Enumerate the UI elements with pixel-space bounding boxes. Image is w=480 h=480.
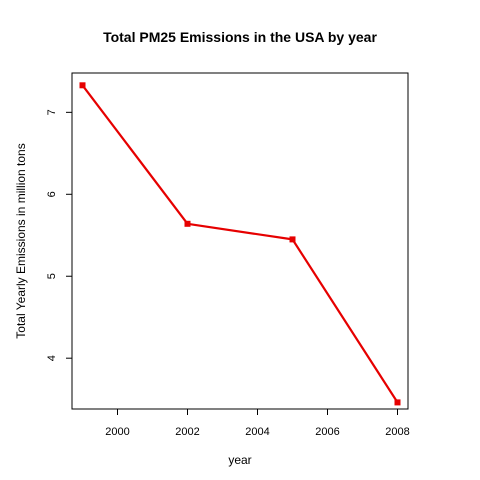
y-tick-label: 6 <box>46 191 58 197</box>
x-tick-label: 2006 <box>315 426 339 438</box>
x-axis-label: year <box>228 453 251 467</box>
y-axis-label: Total Yearly Emissions in million tons <box>14 143 28 338</box>
x-tick-label: 2004 <box>245 426 269 438</box>
x-tick-label: 2008 <box>385 426 409 438</box>
chart-title: Total PM25 Emissions in the USA by year <box>103 29 377 45</box>
data-point <box>79 82 86 89</box>
series-line <box>81 84 399 403</box>
x-tick-label: 2000 <box>105 426 129 438</box>
data-point <box>289 236 296 243</box>
x-axis: 2000 2002 2004 2006 2008 <box>105 409 410 438</box>
data-point <box>394 399 401 406</box>
data-point <box>184 220 191 227</box>
y-axis: 4 5 6 7 <box>46 109 72 361</box>
series-layer <box>79 82 401 406</box>
y-tick-label: 4 <box>46 355 58 361</box>
x-tick-label: 2002 <box>175 426 199 438</box>
y-tick-label: 5 <box>46 273 58 279</box>
y-tick-label: 7 <box>46 109 58 115</box>
plot-frame <box>71 72 409 410</box>
